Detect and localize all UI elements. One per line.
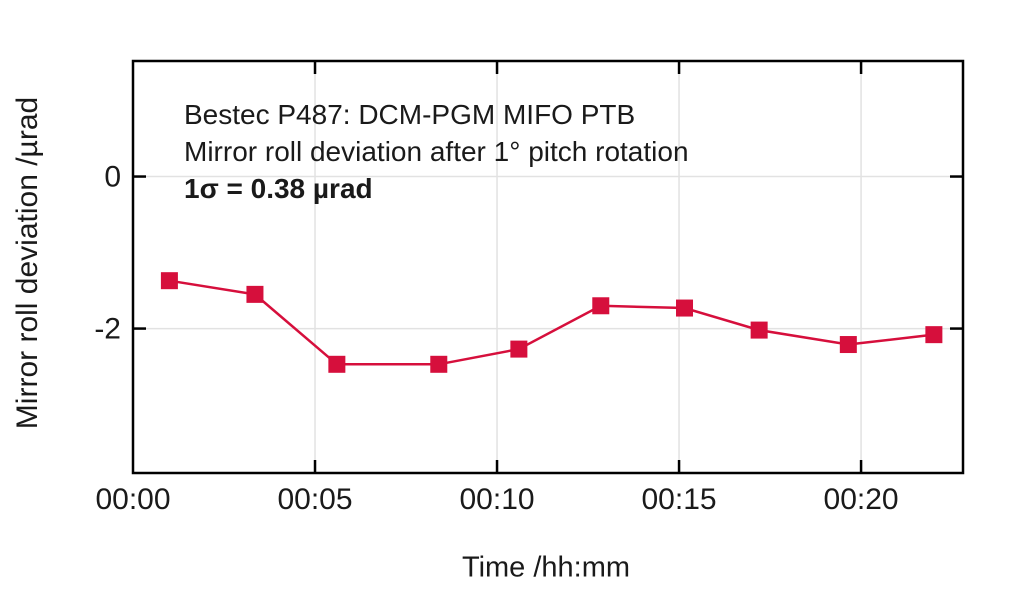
data-point-marker (592, 297, 610, 315)
data-point-marker (510, 340, 528, 358)
annotation-title: Bestec P487: DCM-PGM MIFO PTB (184, 99, 636, 130)
data-point-marker (925, 326, 943, 344)
x-tick-label: 00:15 (642, 483, 717, 516)
data-point-marker (328, 355, 346, 373)
y-axis-title: Mirror roll deviation /µrad (11, 96, 44, 430)
data-point-marker (750, 321, 768, 339)
plot-border (131, 59, 965, 475)
annotation-block: Bestec P487: DCM-PGM MIFO PTB Mirror rol… (184, 96, 689, 207)
x-tick-label: 00:10 (459, 483, 534, 516)
annotation-sigma: 1σ = 0.38 µrad (184, 173, 373, 204)
series-line (169, 279, 935, 366)
data-point-marker (676, 299, 694, 317)
data-point-marker (246, 285, 264, 303)
data-point-marker (430, 355, 448, 373)
y-tick-label: -2 (94, 313, 121, 346)
data-point-marker (839, 336, 857, 354)
data-point-marker (160, 272, 178, 290)
x-tick-label: 00:00 (95, 483, 170, 516)
x-axis-title: Time /hh:mm (461, 551, 631, 584)
y-tick-label: 0 (104, 161, 121, 194)
x-tick-label: 00:20 (824, 483, 899, 516)
x-tick-label: 00:05 (277, 483, 352, 516)
annotation-subtitle: Mirror roll deviation after 1° pitch rot… (184, 136, 689, 167)
